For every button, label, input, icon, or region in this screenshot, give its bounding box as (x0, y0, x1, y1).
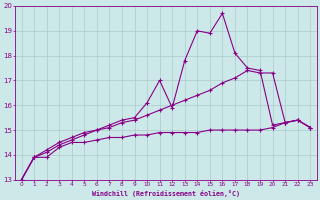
X-axis label: Windchill (Refroidissement éolien,°C): Windchill (Refroidissement éolien,°C) (92, 190, 240, 197)
